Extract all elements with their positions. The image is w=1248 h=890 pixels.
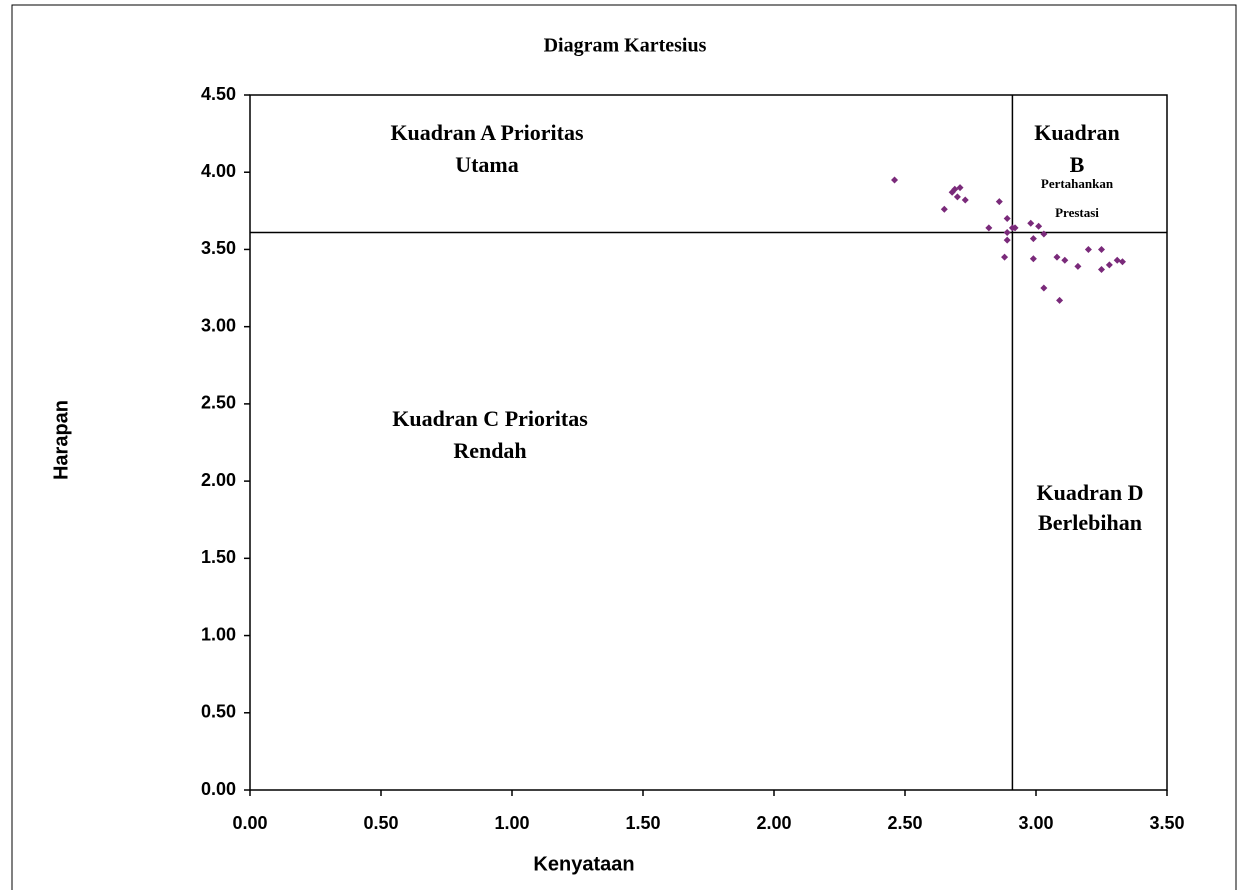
- y-tick-label: 3.50: [201, 238, 236, 258]
- y-tick-label: 1.50: [201, 547, 236, 567]
- chart-title: Diagram Kartesius: [544, 35, 707, 57]
- data-point: [1114, 257, 1121, 264]
- data-point: [1098, 246, 1105, 253]
- plot-area: [250, 95, 1167, 790]
- data-point: [1004, 237, 1011, 244]
- data-point: [1040, 285, 1047, 292]
- chart: Diagram Kartesius Kenyataan Harapan 0.00…: [0, 0, 1248, 890]
- data-point: [1004, 229, 1011, 236]
- x-tick-label: 2.50: [887, 813, 922, 833]
- data-point: [1001, 254, 1008, 261]
- x-tick-label: 1.00: [494, 813, 529, 833]
- x-tick-label: 3.50: [1149, 813, 1184, 833]
- y-tick-label: 1.00: [201, 624, 236, 644]
- x-tick-label: 0.00: [232, 813, 267, 833]
- data-point: [941, 206, 948, 213]
- y-tick-label: 4.50: [201, 84, 236, 104]
- data-point: [996, 198, 1003, 205]
- y-tick-label: 2.50: [201, 393, 236, 413]
- y-axis-title: Harapan: [50, 400, 72, 480]
- y-tick-label: 0.50: [201, 702, 236, 722]
- data-point: [985, 224, 992, 231]
- data-point: [1098, 266, 1105, 273]
- quadrant-label: Kuadran D: [1037, 480, 1144, 505]
- y-tick-label: 0.00: [201, 779, 236, 799]
- data-point: [954, 193, 961, 200]
- quadrant-label: Prestasi: [1055, 205, 1099, 220]
- quadrant-label: Kuadran C Prioritas: [392, 406, 588, 431]
- quadrant-label: Rendah: [453, 438, 526, 463]
- quadrant-label: Kuadran: [1034, 120, 1120, 145]
- y-tick-label: 2.00: [201, 470, 236, 490]
- data-point: [1035, 223, 1042, 230]
- data-point: [1056, 297, 1063, 304]
- data-point: [1074, 263, 1081, 270]
- data-point: [1061, 257, 1068, 264]
- quadrant-label: B: [1070, 152, 1085, 177]
- x-tick-label: 2.00: [756, 813, 791, 833]
- quadrant-label: Berlebihan: [1038, 510, 1142, 535]
- y-tick-label: 4.00: [201, 161, 236, 181]
- data-point: [957, 184, 964, 191]
- data-point: [1053, 254, 1060, 261]
- data-point: [1030, 235, 1037, 242]
- y-tick-label: 3.00: [201, 315, 236, 335]
- data-point: [1040, 231, 1047, 238]
- x-axis-title: Kenyataan: [533, 853, 634, 875]
- data-point: [1030, 255, 1037, 262]
- x-tick-label: 1.50: [625, 813, 660, 833]
- quadrant-label: Utama: [455, 152, 519, 177]
- x-tick-label: 3.00: [1018, 813, 1053, 833]
- data-point: [1085, 246, 1092, 253]
- x-tick-label: 0.50: [363, 813, 398, 833]
- quadrant-label: Kuadran A Prioritas: [390, 120, 584, 145]
- data-point: [1004, 215, 1011, 222]
- data-point: [962, 197, 969, 204]
- data-point: [891, 176, 898, 183]
- quadrant-label: Pertahankan: [1041, 176, 1114, 191]
- data-point: [1106, 261, 1113, 268]
- data-point: [1119, 258, 1126, 265]
- data-point: [1027, 220, 1034, 227]
